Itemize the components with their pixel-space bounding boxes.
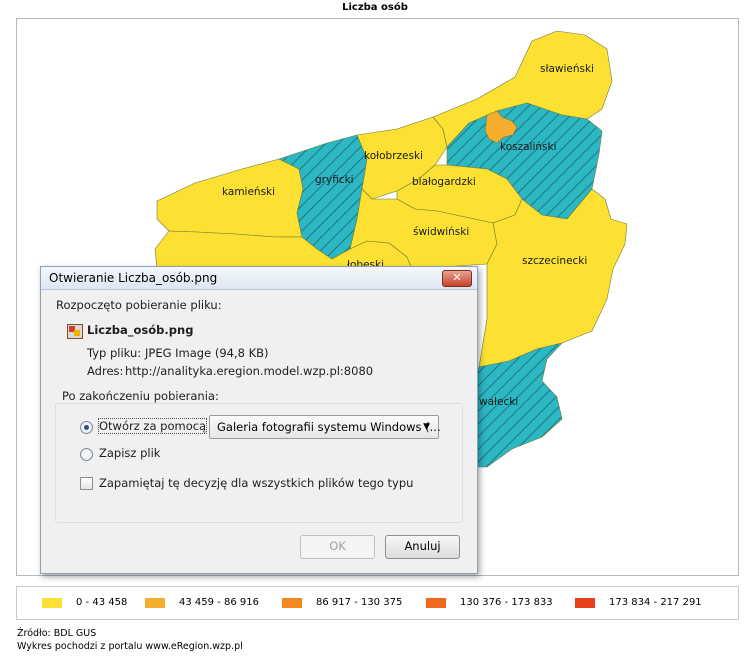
region-label-szczecinecki: szczecinecki [522,255,587,267]
legend-label: 0 - 43 458 [76,597,128,608]
credit-note: Wykres pochodzi z portalu www.eRegion.wz… [17,641,243,652]
open-with-app-value: Galeria fotografii systemu Windows (... [217,420,441,434]
region-label-kamienski: kamieński [222,186,275,198]
source-note: Źródło: BDL GUS [17,628,97,639]
legend-swatch [145,598,165,608]
open-with-radio[interactable] [80,421,93,434]
region-label-swidwinski: świdwiński [413,226,469,238]
region-kamienski [156,158,304,238]
region-label-slawienski: sławieński [540,63,594,75]
save-file-radio[interactable] [80,448,93,461]
close-button[interactable]: ✕ [442,270,472,287]
file-type-value: JPEG Image (94,8 KB) [145,346,269,360]
region-label-bialogardzki: białogardzki [412,176,476,188]
after-download-group [55,403,463,523]
image-file-icon [67,324,83,339]
region-label-walecki: wałecki [479,396,518,408]
save-file-label[interactable]: Zapisz plik [99,446,161,460]
address-label: Adres: [87,364,124,378]
region-label-kolobrzeski: kołobrzeski [364,150,423,162]
choropleth-map: sławieński koszaliński kołobrzeski gryfi… [154,30,628,468]
after-download-label: Po zakończeniu pobierania: [59,389,222,403]
legend-label: 86 917 - 130 375 [316,597,403,608]
remember-decision-label[interactable]: Zapamiętaj tę decyzję dla wszystkich pli… [99,476,414,490]
ok-button[interactable]: OK [300,535,375,559]
remember-decision-checkbox[interactable] [80,477,93,490]
region-label-koszalinski: koszaliński [500,141,557,153]
region-koszalin-city [484,110,518,144]
legend-label: 173 834 - 217 291 [609,597,702,608]
legend-swatch [426,598,446,608]
chevron-down-icon: ▼ [423,422,430,432]
open-with-label[interactable]: Otwórz za pomocą [97,418,208,434]
open-with-app-select[interactable]: Galeria fotografii systemu Windows (... … [209,415,441,439]
address-value: http://analityka.eregion.model.wzp.pl:80… [125,364,374,378]
download-intro: Rozpoczęto pobieranie pliku: [56,298,222,312]
legend-label: 130 376 - 173 833 [460,597,553,608]
legend-swatch [282,598,302,608]
legend-swatch [42,598,62,608]
region-swidwinski [349,188,498,270]
legend-label: 43 459 - 86 916 [179,597,259,608]
cancel-button[interactable]: Anuluj [385,535,460,559]
dialog-title: Otwieranie Liczba_osób.png [49,271,218,285]
file-type-label: Typ pliku: [87,346,142,360]
map-legend: 0 - 43 458 43 459 - 86 916 86 917 - 130 … [16,586,739,620]
legend-swatch [575,598,595,608]
file-name: Liczba_osób.png [87,323,194,337]
map-title: Liczba osób [342,2,408,13]
region-szczecinecki [478,188,628,368]
dialog-titlebar[interactable]: Otwieranie Liczba_osób.png ✕ [41,267,477,290]
download-dialog: Otwieranie Liczba_osób.png ✕ Rozpoczęto … [40,266,478,574]
region-label-gryficki: gryficki [315,174,354,186]
